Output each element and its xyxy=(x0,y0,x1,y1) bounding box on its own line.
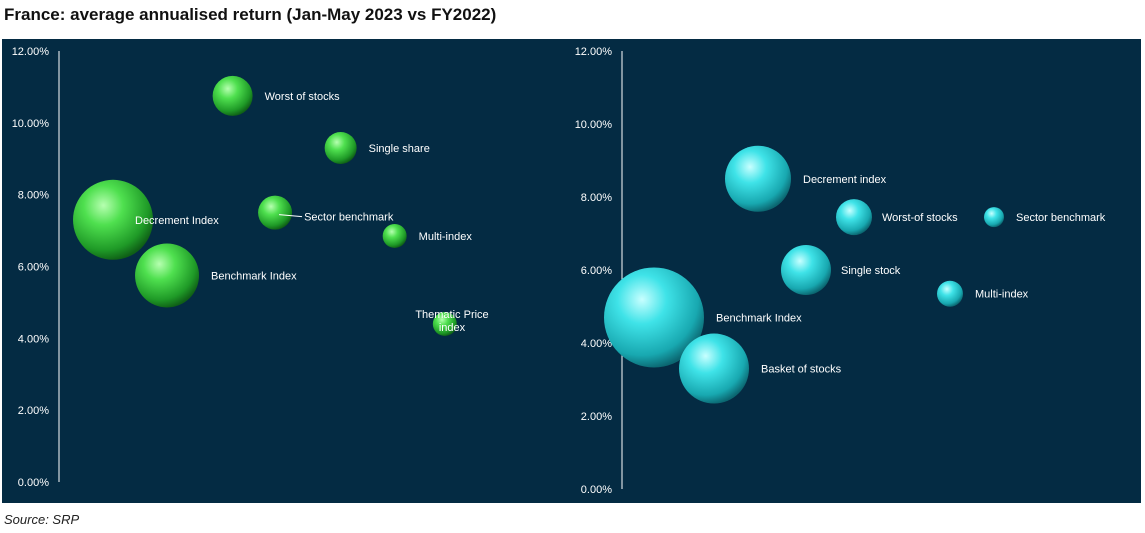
bubble-label: Benchmark Index xyxy=(716,312,802,324)
bubble-label: Sector benchmark xyxy=(304,212,394,224)
bubble-sector-benchmark xyxy=(258,195,293,230)
bubble-label: Multi-index xyxy=(975,289,1029,301)
bubble-worst-of-stocks xyxy=(212,75,253,116)
bubble-label: Decrement Index xyxy=(135,215,219,227)
y-tick-label: 6.00% xyxy=(581,265,612,277)
bubble-label: index xyxy=(439,322,466,334)
bubble-single-share xyxy=(324,131,357,164)
y-tick-label: 2.00% xyxy=(581,411,612,423)
y-tick-label: 4.00% xyxy=(581,338,612,350)
bubble-worst-of-stocks xyxy=(836,199,872,236)
bubble-label: Worst-of stocks xyxy=(882,212,958,224)
bubble-single-stock xyxy=(781,245,831,295)
bubble-multi-index xyxy=(382,223,407,248)
y-tick-label: 6.00% xyxy=(18,262,49,274)
bubble-label: Thematic Price xyxy=(415,309,488,321)
bubble-multi-index xyxy=(937,280,963,307)
y-tick-label: 10.00% xyxy=(575,119,613,131)
source-note: Source: SRP xyxy=(4,512,80,527)
label-leader-line xyxy=(279,214,303,218)
y-tick-label: 12.00% xyxy=(12,46,50,58)
bubble-label: Single stock xyxy=(841,265,901,277)
bubble-decrement-index xyxy=(73,179,154,260)
chart-title: France: average annualised return (Jan-M… xyxy=(4,5,497,24)
y-tick-label: 10.00% xyxy=(12,118,50,130)
bubble-label: Sector benchmark xyxy=(1016,212,1106,224)
bubble-label: Benchmark Index xyxy=(211,270,297,282)
bubble-decrement-index xyxy=(725,145,791,212)
bubble-benchmark-index xyxy=(135,243,200,308)
y-tick-label: 0.00% xyxy=(18,477,49,489)
bubble-label: Basket of stocks xyxy=(761,364,842,376)
bubble-thematic-price-index xyxy=(432,311,457,336)
y-tick-label: 0.00% xyxy=(581,484,612,496)
bubble-sector-benchmark xyxy=(984,207,1004,228)
y-tick-label: 2.00% xyxy=(18,405,49,417)
bubble-benchmark-index xyxy=(604,267,704,368)
y-tick-label: 8.00% xyxy=(581,192,612,204)
bubble-label: Multi-index xyxy=(419,231,473,243)
bubble-label: Decrement index xyxy=(803,174,887,186)
y-tick-label: 8.00% xyxy=(18,190,49,202)
bubble-label: Single share xyxy=(369,143,430,155)
y-tick-label: 12.00% xyxy=(575,46,613,58)
bubble-charts: 0.00% 2.00% 4.00% 6.00% 8.00% 10.00% 12.00% Wor… xyxy=(12,46,1106,496)
y-tick-label: 4.00% xyxy=(18,333,49,345)
chart-panel: 0.00% 2.00% 4.00% 6.00% 8.00% 10.00% 12.00% Wor… xyxy=(2,39,1141,503)
right-bubble-chart: 0.00% 2.00% 4.00% 6.00% 8.00% 10.00% 12.00% Dec… xyxy=(575,46,1106,496)
bubble-label: Worst of stocks xyxy=(265,91,340,103)
left-bubble-chart: 0.00% 2.00% 4.00% 6.00% 8.00% 10.00% 12.00% Wor… xyxy=(12,46,489,489)
bubble-basket-of-stocks xyxy=(679,333,749,404)
